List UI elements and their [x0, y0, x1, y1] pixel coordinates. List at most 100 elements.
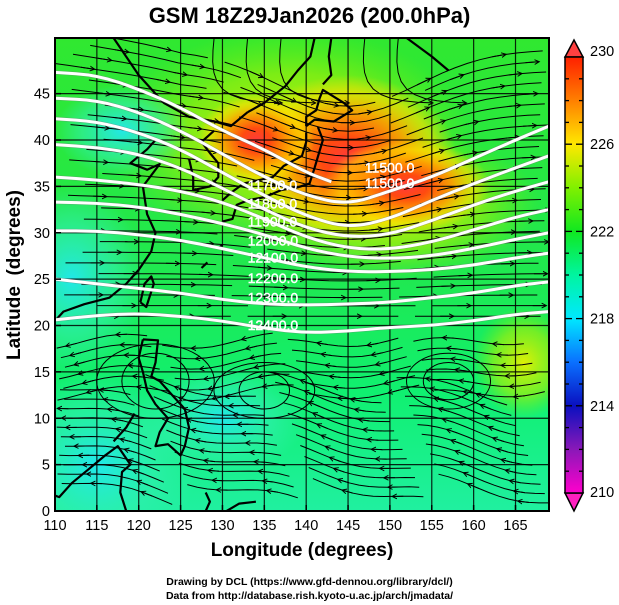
x-tick-label: 125	[168, 518, 192, 534]
contour-line	[55, 143, 549, 238]
streamline-arrow	[281, 122, 294, 128]
streamline-arrow	[508, 74, 521, 75]
streamline-arrow	[372, 353, 383, 355]
streamline-arrow	[503, 200, 516, 201]
streamline	[308, 467, 420, 488]
streamline	[434, 389, 545, 398]
streamline-arrow	[452, 440, 463, 445]
streamline-arrow	[502, 460, 513, 463]
y-tick-label: 45	[34, 87, 50, 103]
coastline-segment	[221, 132, 308, 202]
streamline-arrow	[264, 124, 277, 130]
streamline-arrow	[371, 177, 384, 179]
streamline	[279, 392, 390, 423]
streamline-arrow	[356, 409, 366, 411]
x-tick-label: 145	[336, 518, 360, 534]
streamline-arrow	[197, 440, 207, 442]
streamline-arrow	[104, 399, 115, 400]
streamline-arrow	[259, 239, 272, 241]
streamline	[149, 385, 261, 407]
coastline-segment	[55, 445, 132, 511]
streamline-arrow	[75, 362, 86, 365]
streamline	[308, 384, 420, 400]
y-tick-label: 5	[42, 458, 50, 474]
streamline	[435, 209, 549, 220]
streamline-arrow	[322, 436, 333, 441]
coastline-segment	[226, 500, 257, 511]
streamline-arrow	[448, 105, 462, 110]
streamline	[182, 473, 294, 488]
streamline-arrow	[322, 354, 333, 356]
streamline-arrow	[335, 469, 345, 473]
colorbar: 210 214 218 222 226 230	[563, 38, 614, 513]
streamline	[304, 375, 416, 389]
streamline	[434, 463, 545, 495]
coastline-segment	[204, 492, 211, 511]
streamline	[430, 453, 541, 485]
streamline-arrow	[113, 419, 123, 421]
streamline	[83, 218, 235, 227]
streamline-arrow	[205, 378, 215, 379]
streamline-arrow	[481, 405, 492, 410]
streamline-arrow	[368, 440, 379, 441]
streamline	[174, 451, 286, 467]
streamline-arrow	[213, 397, 224, 399]
streamline-arrow	[209, 470, 220, 471]
streamline	[157, 407, 269, 426]
streamline	[396, 376, 508, 406]
streamline	[400, 386, 512, 416]
streamline-arrow	[506, 470, 517, 472]
colorbar-label: 222	[590, 224, 614, 240]
coastline-segment	[322, 38, 333, 86]
y-tick-label: 0	[42, 504, 50, 520]
streamline-arrow	[389, 390, 400, 393]
streamline-arrow	[354, 188, 367, 189]
streamline-arrow	[168, 199, 181, 200]
streamline	[59, 389, 131, 396]
contour-label: 11500.0	[365, 159, 415, 175]
streamline	[270, 164, 422, 182]
streamline-arrow	[452, 359, 462, 360]
streamline-arrow	[372, 151, 386, 154]
streamline-arrow	[368, 343, 379, 345]
streamline-arrow	[121, 439, 132, 442]
streamline	[295, 434, 407, 460]
streamline-arrow	[326, 365, 337, 366]
streamline	[433, 273, 547, 278]
streamline-arrow	[157, 46, 171, 50]
x-tick-label: 110	[43, 518, 66, 534]
credit-drawing: Drawing by DCL (https://www.gfd-dennou.o…	[166, 576, 453, 588]
streamline-arrow	[435, 399, 446, 401]
streamline-arrow	[415, 108, 429, 114]
streamline	[438, 473, 549, 504]
streamline-arrow	[324, 103, 338, 105]
streamline-arrow	[190, 65, 204, 67]
streamline	[59, 365, 160, 380]
colorbar-label: 210	[590, 485, 614, 501]
contour-label: 12200.0	[248, 270, 299, 286]
x-tick-label: 155	[420, 518, 444, 534]
streamline-arrow	[294, 199, 308, 202]
streamline-arrow	[323, 128, 337, 130]
coastline-segment	[222, 126, 324, 223]
streamline	[404, 395, 516, 427]
streamline-arrow	[339, 398, 349, 399]
streamline-arrow	[188, 419, 199, 422]
streamline-arrow	[515, 396, 525, 397]
streamline	[300, 445, 411, 469]
streamline	[178, 462, 290, 477]
streamline-arrow	[115, 50, 128, 52]
streamline	[58, 407, 139, 417]
y-tick-label: 15	[34, 365, 50, 381]
streamline-arrow	[498, 449, 509, 452]
streamline-arrow	[82, 32, 95, 34]
colorbar-label: 218	[590, 312, 614, 328]
y-tick-label: 40	[34, 133, 50, 149]
streamline-arrow	[255, 365, 266, 367]
streamline-arrow	[243, 337, 253, 340]
streamline-arrow	[156, 79, 169, 82]
chart-title: GSM 18Z29Jan2026 (200.0hPa)	[148, 3, 471, 28]
streamline	[245, 38, 314, 103]
y-tick-label: 30	[34, 226, 50, 242]
streamline	[291, 423, 403, 451]
